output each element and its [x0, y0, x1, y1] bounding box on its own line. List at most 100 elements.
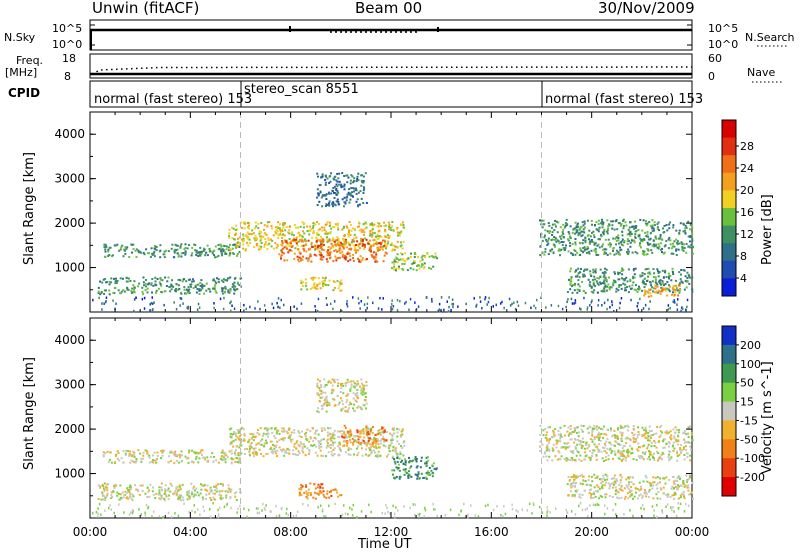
x-tick-label: 20:00	[574, 525, 609, 539]
colorbar-swatch	[722, 439, 736, 459]
colorbar-swatch	[722, 344, 736, 365]
cpid-segment-1: normal (fast stereo) 153	[94, 92, 253, 107]
colorbar-swatch	[722, 278, 736, 297]
velocity-colorbar-label: Velocity [m s^-1]	[760, 361, 775, 474]
colorbar-tick-label: 12	[740, 228, 754, 241]
velocity-echo-region	[316, 378, 368, 414]
velocity-echo-region	[97, 482, 242, 502]
nave-tick-top: 60	[708, 52, 722, 65]
colorbar-swatch	[722, 363, 736, 384]
ground-scatter-speckle	[92, 502, 690, 519]
x-tick-label: 00:00	[675, 525, 710, 539]
velocity-echo-region	[391, 456, 438, 480]
freq-label: Freq.	[16, 54, 44, 67]
colorbar-swatch	[722, 120, 736, 139]
y-tick-label: 2000	[54, 422, 85, 436]
colorbar-tick-label: 15	[740, 396, 754, 409]
freq-tick-top: 18	[62, 52, 76, 65]
velocity-echo-region	[229, 426, 406, 458]
colorbar-swatch	[722, 190, 736, 209]
power-echo-region	[566, 267, 694, 294]
power-panel	[89, 111, 693, 313]
colorbar-swatch	[722, 260, 736, 279]
nsky-tick-top: 10^5	[52, 22, 83, 35]
power-echo-region	[643, 284, 682, 298]
date-title: 30/Nov/2009	[598, 0, 695, 17]
velocity-echo-region	[539, 424, 694, 463]
colorbar-swatch	[722, 458, 736, 478]
power-echo-region	[103, 243, 241, 259]
y-tick-label: 2000	[54, 216, 85, 230]
colorbar-tick-label: 24	[740, 162, 754, 175]
power-echo-region	[278, 238, 388, 263]
y-tick-label: 3000	[54, 172, 85, 186]
colorbar-swatch	[722, 382, 736, 403]
x-tick-label: 16:00	[474, 525, 509, 539]
colorbar-tick-label: 100	[740, 358, 761, 371]
power-colorbar: 28 24 20 16 12 8 4	[721, 119, 754, 297]
x-tick-label: 04:00	[173, 525, 208, 539]
colorbar-tick-label: 8	[740, 250, 747, 263]
nsky-label: N.Sky	[4, 31, 36, 44]
colorbar-tick-label: 28	[740, 140, 754, 153]
velocity-ylabel: Slant Range [km]	[22, 357, 37, 470]
freq-unit: [MHz]	[5, 66, 38, 79]
colorbar-swatch	[722, 477, 736, 497]
colorbar-tick-label: -100	[740, 452, 765, 465]
velocity-echo-region	[340, 424, 388, 445]
power-echo-region	[316, 172, 368, 208]
colorbar-swatch	[722, 401, 736, 421]
power-echo-region	[300, 276, 343, 292]
power-echo-region	[391, 252, 439, 272]
nsky-tick-bottom: 10^0	[52, 38, 83, 51]
freq-panel	[89, 53, 782, 83]
x-tick-label: 08:00	[273, 525, 308, 539]
colorbar-swatch	[722, 326, 736, 346]
freq-tick-bottom: 8	[64, 70, 71, 83]
y-tick-label: 4000	[54, 127, 85, 141]
cpid-segment-3: normal (fast stereo) 153	[545, 92, 704, 107]
beam-title: Beam 00	[355, 0, 423, 17]
nsearch-label: N.Search	[745, 31, 795, 44]
power-echo-region	[539, 218, 694, 257]
colorbar-tick-label: 4	[740, 272, 747, 285]
velocity-echo-region	[102, 449, 243, 465]
power-colorbar-label: Power [dB]	[760, 194, 775, 265]
colorbar-tick-label: 50	[740, 377, 754, 390]
nsearch-tick-top: 10^5	[708, 22, 739, 35]
colorbar-tick-label: 20	[740, 184, 754, 197]
colorbar-tick-label: 200	[740, 339, 761, 352]
power-ylabel: Slant Range [km]	[22, 152, 37, 265]
x-tick-label: 12:00	[374, 525, 409, 539]
cpid-label: CPID	[8, 86, 41, 100]
nsky-panel	[89, 19, 787, 51]
power-echo-region	[97, 276, 242, 296]
station-title: Unwin (fitACF)	[92, 0, 200, 17]
colorbar-swatch	[722, 243, 736, 262]
colorbar-tick-label: 16	[740, 206, 754, 219]
y-tick-label: 3000	[54, 378, 85, 392]
velocity-echo-region	[298, 482, 343, 500]
colorbar-swatch	[722, 172, 736, 191]
y-tick-label: 1000	[54, 261, 85, 275]
colorbar-tick-label: -200	[740, 471, 765, 484]
cpid-segment-2: stereo_scan 8551	[244, 82, 359, 97]
ground-scatter-speckle	[92, 296, 689, 313]
colorbar-swatch	[722, 137, 736, 156]
colorbar-swatch	[722, 155, 736, 174]
colorbar-tick-label: -15	[740, 414, 758, 427]
nave-tick-bottom: 0	[708, 70, 715, 83]
y-tick-label: 1000	[54, 467, 85, 481]
x-tick-label: 00:00	[73, 525, 108, 539]
nsearch-tick-bottom: 10^0	[708, 38, 739, 51]
y-tick-label: 4000	[54, 333, 85, 347]
colorbar-swatch	[722, 208, 736, 227]
velocity-echo-region	[566, 473, 694, 500]
colorbar-swatch	[722, 225, 736, 244]
velocity-colorbar: 200 100 50 15 -15 -50 -100 -200	[721, 325, 765, 497]
colorbar-tick-label: -50	[740, 433, 758, 446]
colorbar-swatch	[722, 420, 736, 440]
xlabel: Time UT	[358, 537, 412, 552]
cpid-panel	[89, 80, 693, 108]
